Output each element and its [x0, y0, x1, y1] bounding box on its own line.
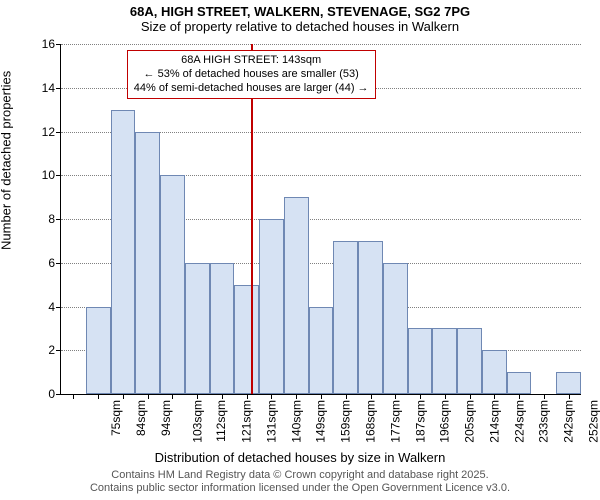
- x-tick-label: 187sqm: [413, 400, 427, 443]
- histogram-bar: [333, 241, 358, 394]
- y-tick-mark: [56, 219, 61, 220]
- y-tick-mark: [56, 350, 61, 351]
- x-tick-mark: [544, 394, 545, 399]
- chart-subtitle: Size of property relative to detached ho…: [0, 19, 600, 34]
- x-tick-label: 224sqm: [512, 400, 526, 443]
- y-tick-mark: [56, 44, 61, 45]
- x-tick-mark: [346, 394, 347, 399]
- x-tick-mark: [222, 394, 223, 399]
- x-tick-mark: [172, 394, 173, 399]
- annotation-line: ← 53% of detached houses are smaller (53…: [134, 68, 369, 82]
- histogram-bar: [408, 328, 433, 394]
- x-tick-label: 84sqm: [134, 400, 148, 436]
- x-tick-label: 196sqm: [438, 400, 452, 443]
- histogram-bar: [234, 285, 259, 394]
- plot-area: 024681012141675sqm84sqm94sqm103sqm112sqm…: [60, 44, 581, 395]
- y-tick-mark: [56, 175, 61, 176]
- x-tick-label: 168sqm: [364, 400, 378, 443]
- histogram-bar: [432, 328, 457, 394]
- y-tick-label: 4: [48, 300, 55, 314]
- x-tick-label: 75sqm: [109, 400, 123, 436]
- x-tick-label: 131sqm: [265, 400, 279, 443]
- chart-title-block: 68A, HIGH STREET, WALKERN, STEVENAGE, SG…: [0, 4, 600, 34]
- x-tick-mark: [321, 394, 322, 399]
- y-tick-mark: [56, 263, 61, 264]
- histogram-bar: [135, 132, 160, 395]
- x-tick-label: 205sqm: [463, 400, 477, 443]
- x-tick-label: 103sqm: [190, 400, 204, 443]
- x-tick-mark: [247, 394, 248, 399]
- x-tick-label: 252sqm: [587, 400, 600, 443]
- histogram-bar: [457, 328, 482, 394]
- y-tick-label: 6: [48, 256, 55, 270]
- chart-footer: Contains HM Land Registry data © Crown c…: [0, 469, 600, 497]
- histogram-bar: [111, 110, 136, 394]
- x-tick-mark: [470, 394, 471, 399]
- x-tick-label: 121sqm: [240, 400, 254, 443]
- y-tick-label: 8: [48, 212, 55, 226]
- y-tick-mark: [56, 132, 61, 133]
- annotation-line: 44% of semi-detached houses are larger (…: [134, 82, 369, 96]
- x-tick-label: 140sqm: [289, 400, 303, 443]
- histogram-bar: [358, 241, 383, 394]
- histogram-bar: [309, 307, 334, 395]
- histogram-bar: [507, 372, 532, 394]
- histogram-bar: [210, 263, 235, 394]
- x-tick-mark: [494, 394, 495, 399]
- x-tick-mark: [569, 394, 570, 399]
- x-tick-mark: [197, 394, 198, 399]
- footer-licence: Contains public sector information licen…: [0, 482, 600, 496]
- x-tick-label: 159sqm: [339, 400, 353, 443]
- x-tick-label: 177sqm: [388, 400, 402, 443]
- x-tick-mark: [148, 394, 149, 399]
- annotation-line: 68A HIGH STREET: 143sqm: [134, 54, 369, 68]
- x-tick-mark: [371, 394, 372, 399]
- y-tick-mark: [56, 307, 61, 308]
- y-tick-label: 0: [48, 387, 55, 401]
- y-axis-label: Number of detached properties: [0, 71, 14, 250]
- x-tick-mark: [395, 394, 396, 399]
- histogram-bar: [482, 350, 507, 394]
- x-tick-label: 149sqm: [314, 400, 328, 443]
- y-tick-label: 12: [42, 125, 55, 139]
- x-tick-label: 214sqm: [488, 400, 502, 443]
- annotation-box: 68A HIGH STREET: 143sqm← 53% of detached…: [127, 50, 376, 99]
- x-tick-label: 94sqm: [159, 400, 173, 436]
- x-tick-mark: [519, 394, 520, 399]
- y-tick-mark: [56, 88, 61, 89]
- histogram-bar: [259, 219, 284, 394]
- histogram-bar: [556, 372, 581, 394]
- y-tick-mark: [56, 394, 61, 395]
- y-tick-label: 10: [42, 168, 55, 182]
- chart-title-address: 68A, HIGH STREET, WALKERN, STEVENAGE, SG…: [0, 4, 600, 19]
- x-tick-mark: [98, 394, 99, 399]
- x-tick-mark: [420, 394, 421, 399]
- footer-copyright: Contains HM Land Registry data © Crown c…: [0, 469, 600, 483]
- x-tick-label: 112sqm: [214, 400, 228, 442]
- x-tick-label: 233sqm: [537, 400, 551, 443]
- histogram-bar: [86, 307, 111, 395]
- x-tick-label: 242sqm: [562, 400, 576, 443]
- x-tick-mark: [271, 394, 272, 399]
- x-tick-mark: [296, 394, 297, 399]
- x-tick-mark: [73, 394, 74, 399]
- x-tick-mark: [445, 394, 446, 399]
- histogram-bar: [185, 263, 210, 394]
- grid-line: [61, 44, 581, 45]
- y-tick-label: 16: [42, 37, 55, 51]
- property-size-chart: 68A, HIGH STREET, WALKERN, STEVENAGE, SG…: [0, 0, 600, 500]
- y-tick-label: 2: [48, 343, 55, 357]
- histogram-bar: [160, 175, 185, 394]
- y-tick-label: 14: [42, 81, 55, 95]
- x-tick-mark: [123, 394, 124, 399]
- histogram-bar: [284, 197, 309, 394]
- histogram-bar: [383, 263, 408, 394]
- x-axis-label: Distribution of detached houses by size …: [0, 450, 600, 465]
